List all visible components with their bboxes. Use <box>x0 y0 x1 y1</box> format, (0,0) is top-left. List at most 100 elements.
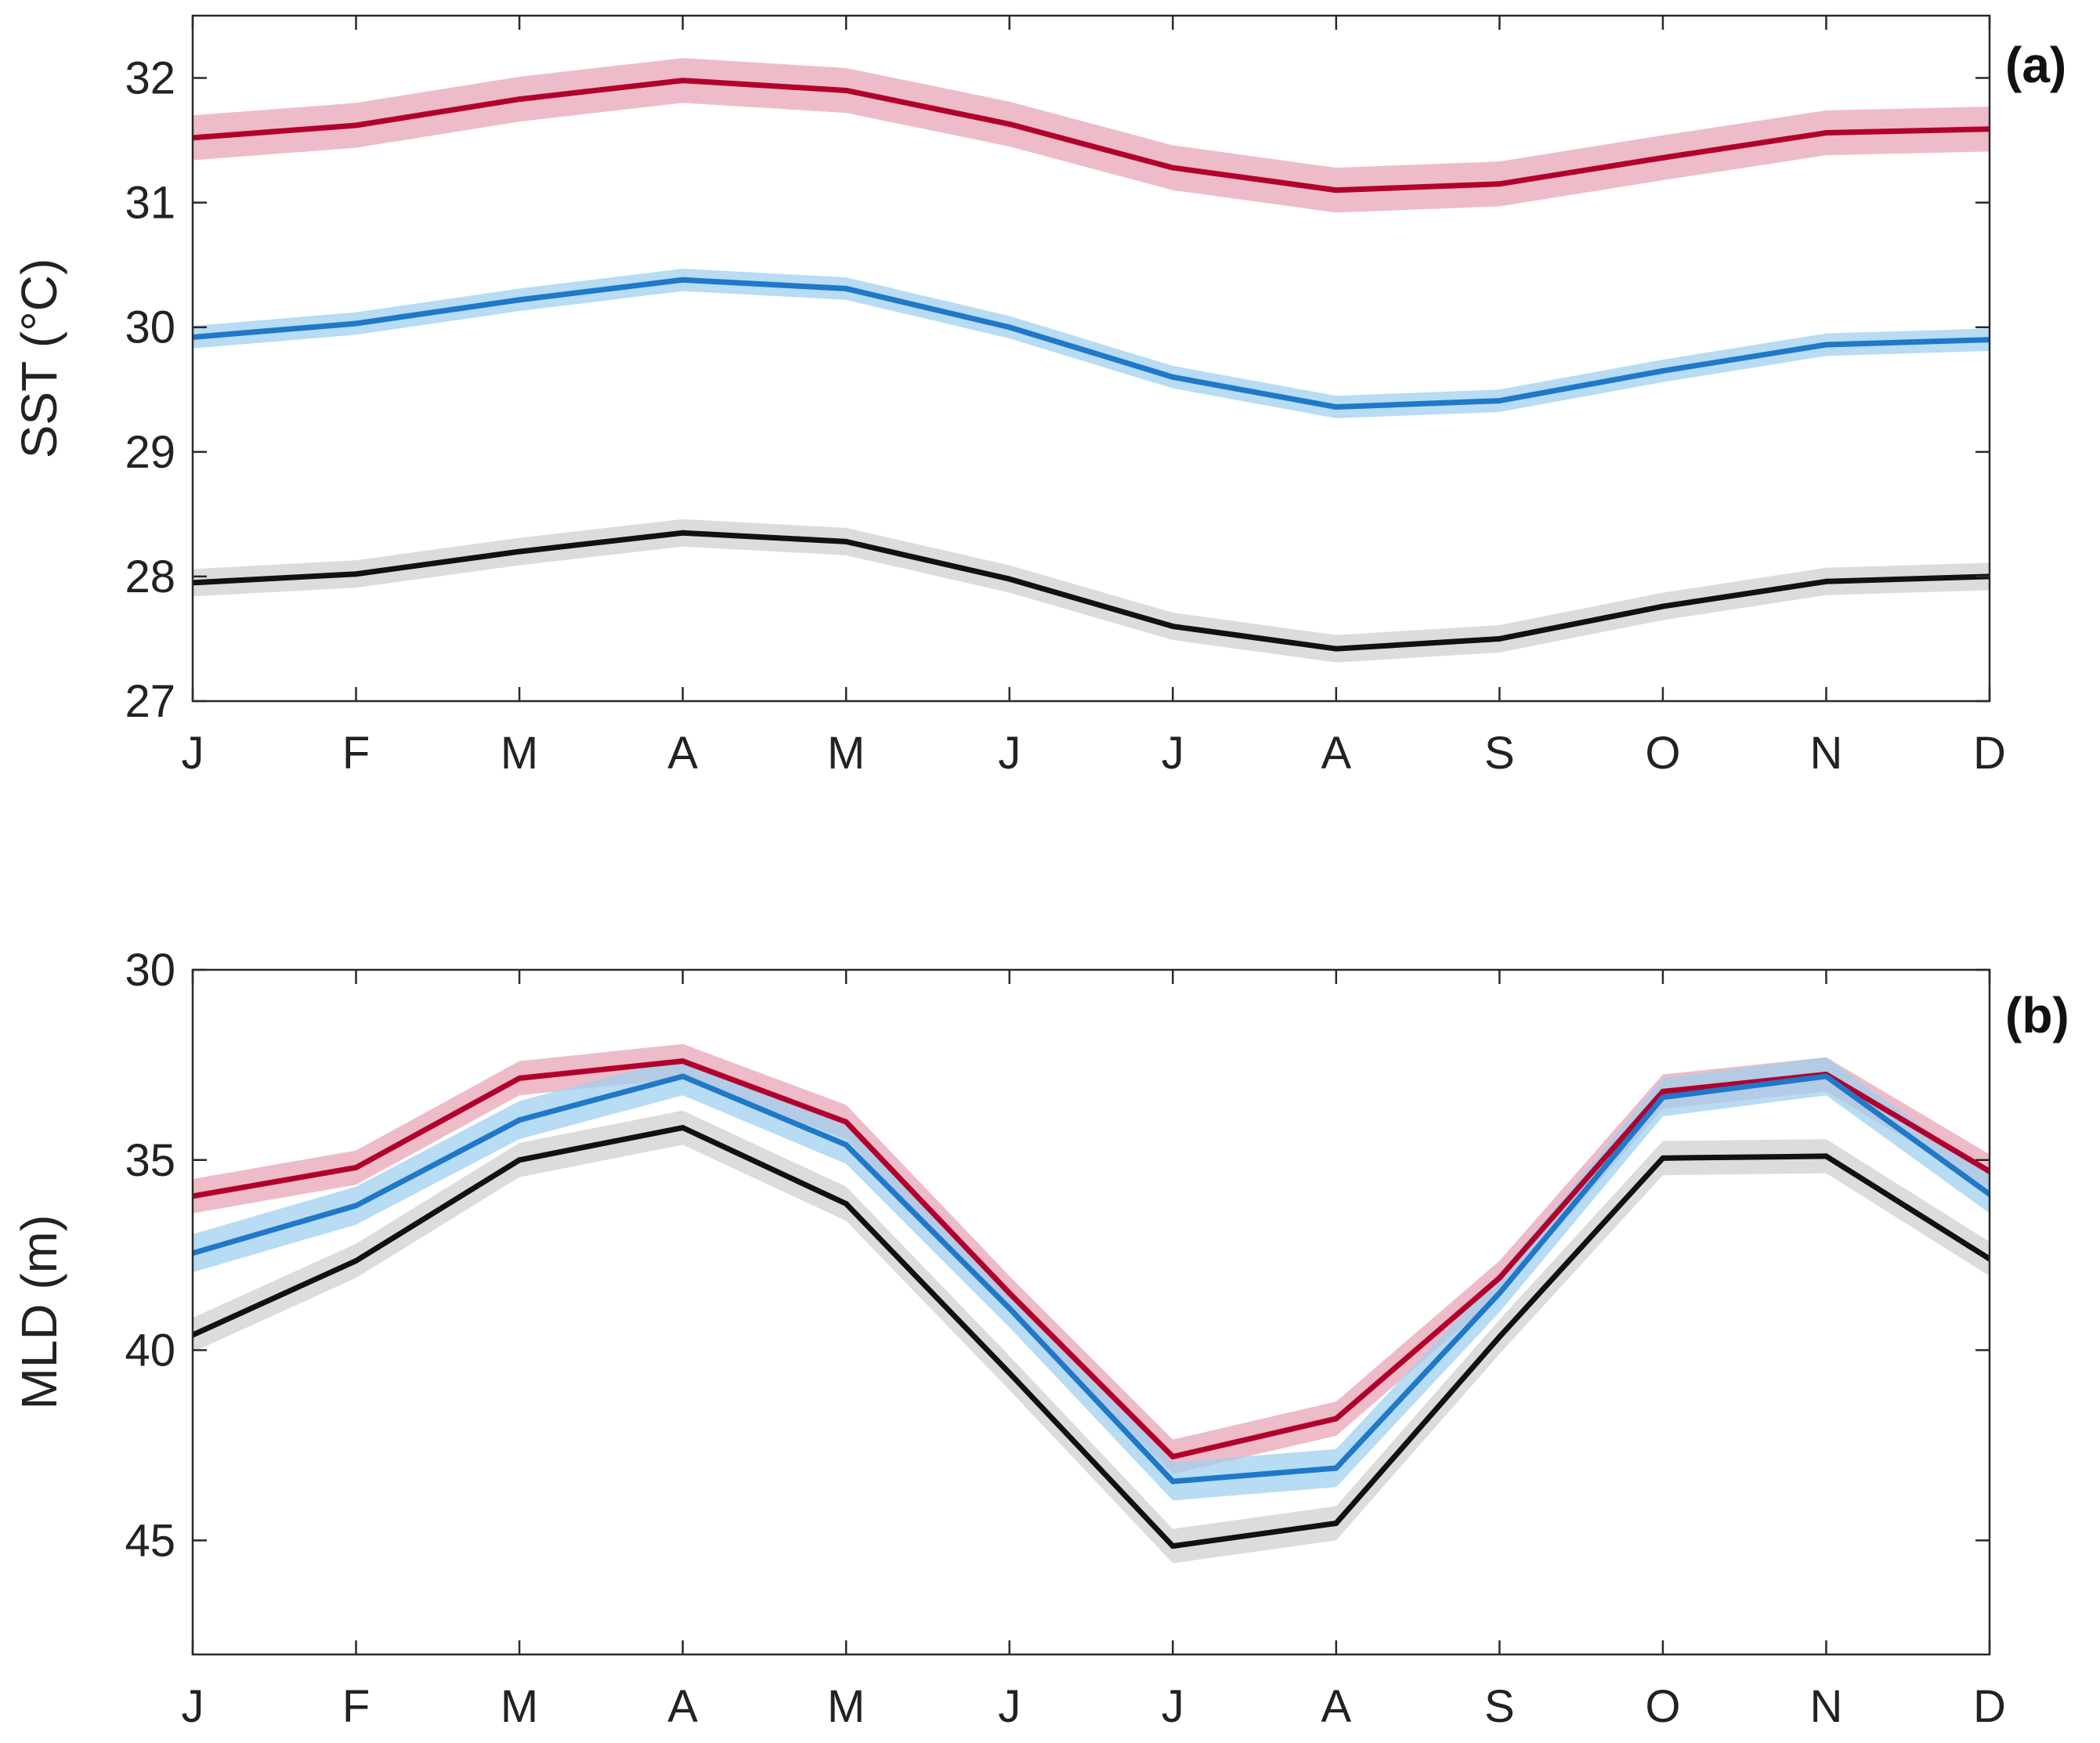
axes-frame <box>191 968 1991 1656</box>
series-line-black <box>193 530 1990 652</box>
panel-a-sst: J F M A M J J A S O N D 27 28 29 30 31 32 SST (°C) (a) <box>11 14 2066 779</box>
point-red-8 <box>1496 181 1502 187</box>
y-tick-label: 28 <box>125 551 175 602</box>
point-red-3 <box>680 78 686 84</box>
point-black-1 <box>353 1257 360 1264</box>
point-black-3 <box>680 530 686 536</box>
y-tick-label: 35 <box>125 1135 175 1186</box>
point-red-1 <box>353 122 360 128</box>
point-black-4 <box>843 1201 849 1207</box>
point-black-2 <box>516 548 522 555</box>
axes-frame <box>191 14 1991 703</box>
point-blue-2 <box>516 297 522 303</box>
point-black-5 <box>1007 576 1013 582</box>
point-black-7 <box>1333 645 1339 652</box>
y-tick-label: 31 <box>125 178 175 229</box>
x-tick-label: N <box>1810 1681 1843 1732</box>
point-black-9 <box>1660 603 1666 609</box>
point-red-7 <box>1333 187 1339 193</box>
point-black-6 <box>1169 1543 1176 1550</box>
point-black-5 <box>1007 1370 1013 1376</box>
point-blue-3 <box>680 1073 686 1079</box>
point-black-9 <box>1660 1155 1666 1161</box>
point-red-5 <box>1007 1290 1013 1296</box>
point-blue-1 <box>353 320 360 327</box>
plot-area <box>193 1043 1990 1564</box>
panel-b-mld: J F M A M J J A S O N D 30 35 40 45 MLD (m) (b) <box>11 945 2069 1732</box>
y-tick-label: 32 <box>125 53 175 104</box>
point-blue-10 <box>1823 342 1829 348</box>
x-tick-label: M <box>827 1681 865 1732</box>
band-red <box>193 58 1990 213</box>
point-blue-1 <box>353 1202 360 1209</box>
point-red-6 <box>1169 1454 1176 1460</box>
band-blue <box>193 1057 1990 1501</box>
series-line-black <box>193 1125 1990 1550</box>
point-blue-7 <box>1333 1465 1339 1471</box>
point-black-8 <box>1496 635 1502 642</box>
point-blue-7 <box>1333 404 1339 410</box>
point-red-2 <box>516 1075 522 1081</box>
point-blue-2 <box>516 1117 522 1123</box>
x-tick-label: F <box>342 1681 370 1732</box>
x-tick-label: M <box>827 728 865 779</box>
point-black-7 <box>1333 1520 1339 1526</box>
x-tick-label: J <box>1162 1681 1184 1732</box>
x-tick-label: J <box>182 1681 204 1732</box>
panel-label: (b) <box>2005 987 2069 1043</box>
point-black-1 <box>353 571 360 577</box>
point-blue-5 <box>1007 324 1013 331</box>
point-blue-6 <box>1169 1478 1176 1484</box>
point-red-4 <box>843 1119 849 1125</box>
x-tick-label: J <box>1162 728 1184 779</box>
point-red-1 <box>353 1164 360 1170</box>
series-line-red <box>193 78 1990 193</box>
y-tick-label: 40 <box>125 1325 175 1376</box>
x-tick-label: S <box>1484 728 1515 779</box>
band-black <box>193 519 1990 663</box>
point-red-10 <box>1823 130 1829 136</box>
point-red-7 <box>1333 1416 1339 1422</box>
point-red-3 <box>680 1058 686 1065</box>
y-tick-label: 29 <box>125 427 175 478</box>
x-tick-label: A <box>667 1681 698 1732</box>
plot-area <box>193 58 1990 663</box>
x-tick-label: A <box>1321 728 1351 779</box>
band-black <box>193 1110 1990 1564</box>
point-red-9 <box>1660 154 1666 161</box>
y-tick-label: 45 <box>125 1515 175 1566</box>
point-black-4 <box>843 538 849 544</box>
point-blue-4 <box>843 1141 849 1148</box>
point-blue-5 <box>1007 1305 1013 1311</box>
point-red-9 <box>1660 1088 1666 1094</box>
point-black-2 <box>516 1157 522 1163</box>
point-black-3 <box>680 1125 686 1131</box>
x-tick-label: A <box>1321 1681 1351 1732</box>
x-tick-label: J <box>998 1681 1021 1732</box>
x-tick-label: J <box>182 728 204 779</box>
x-tick-label: A <box>667 728 698 779</box>
point-red-8 <box>1496 1275 1502 1281</box>
point-black-10 <box>1823 578 1829 584</box>
band-blue <box>193 268 1990 418</box>
point-blue-10 <box>1823 1073 1829 1079</box>
x-tick-label: N <box>1810 728 1843 779</box>
series-line-blue <box>193 277 1990 410</box>
y-axis-title: SST (°C) <box>11 259 67 459</box>
point-black-10 <box>1823 1153 1829 1159</box>
series-line-red <box>193 1058 1990 1460</box>
y-tick-label: 30 <box>125 945 175 996</box>
y-tick-label: 30 <box>125 302 175 353</box>
x-tick-label: J <box>998 728 1021 779</box>
x-tick-label: F <box>342 728 370 779</box>
point-black-6 <box>1169 624 1176 630</box>
x-tick-label: S <box>1484 1681 1515 1732</box>
x-tick-label: M <box>501 728 538 779</box>
x-tick-label: O <box>1645 728 1680 779</box>
point-red-2 <box>516 96 522 103</box>
point-blue-4 <box>843 285 849 291</box>
point-red-6 <box>1169 165 1176 171</box>
series-line-blue <box>193 1073 1990 1484</box>
point-blue-8 <box>1496 398 1502 404</box>
